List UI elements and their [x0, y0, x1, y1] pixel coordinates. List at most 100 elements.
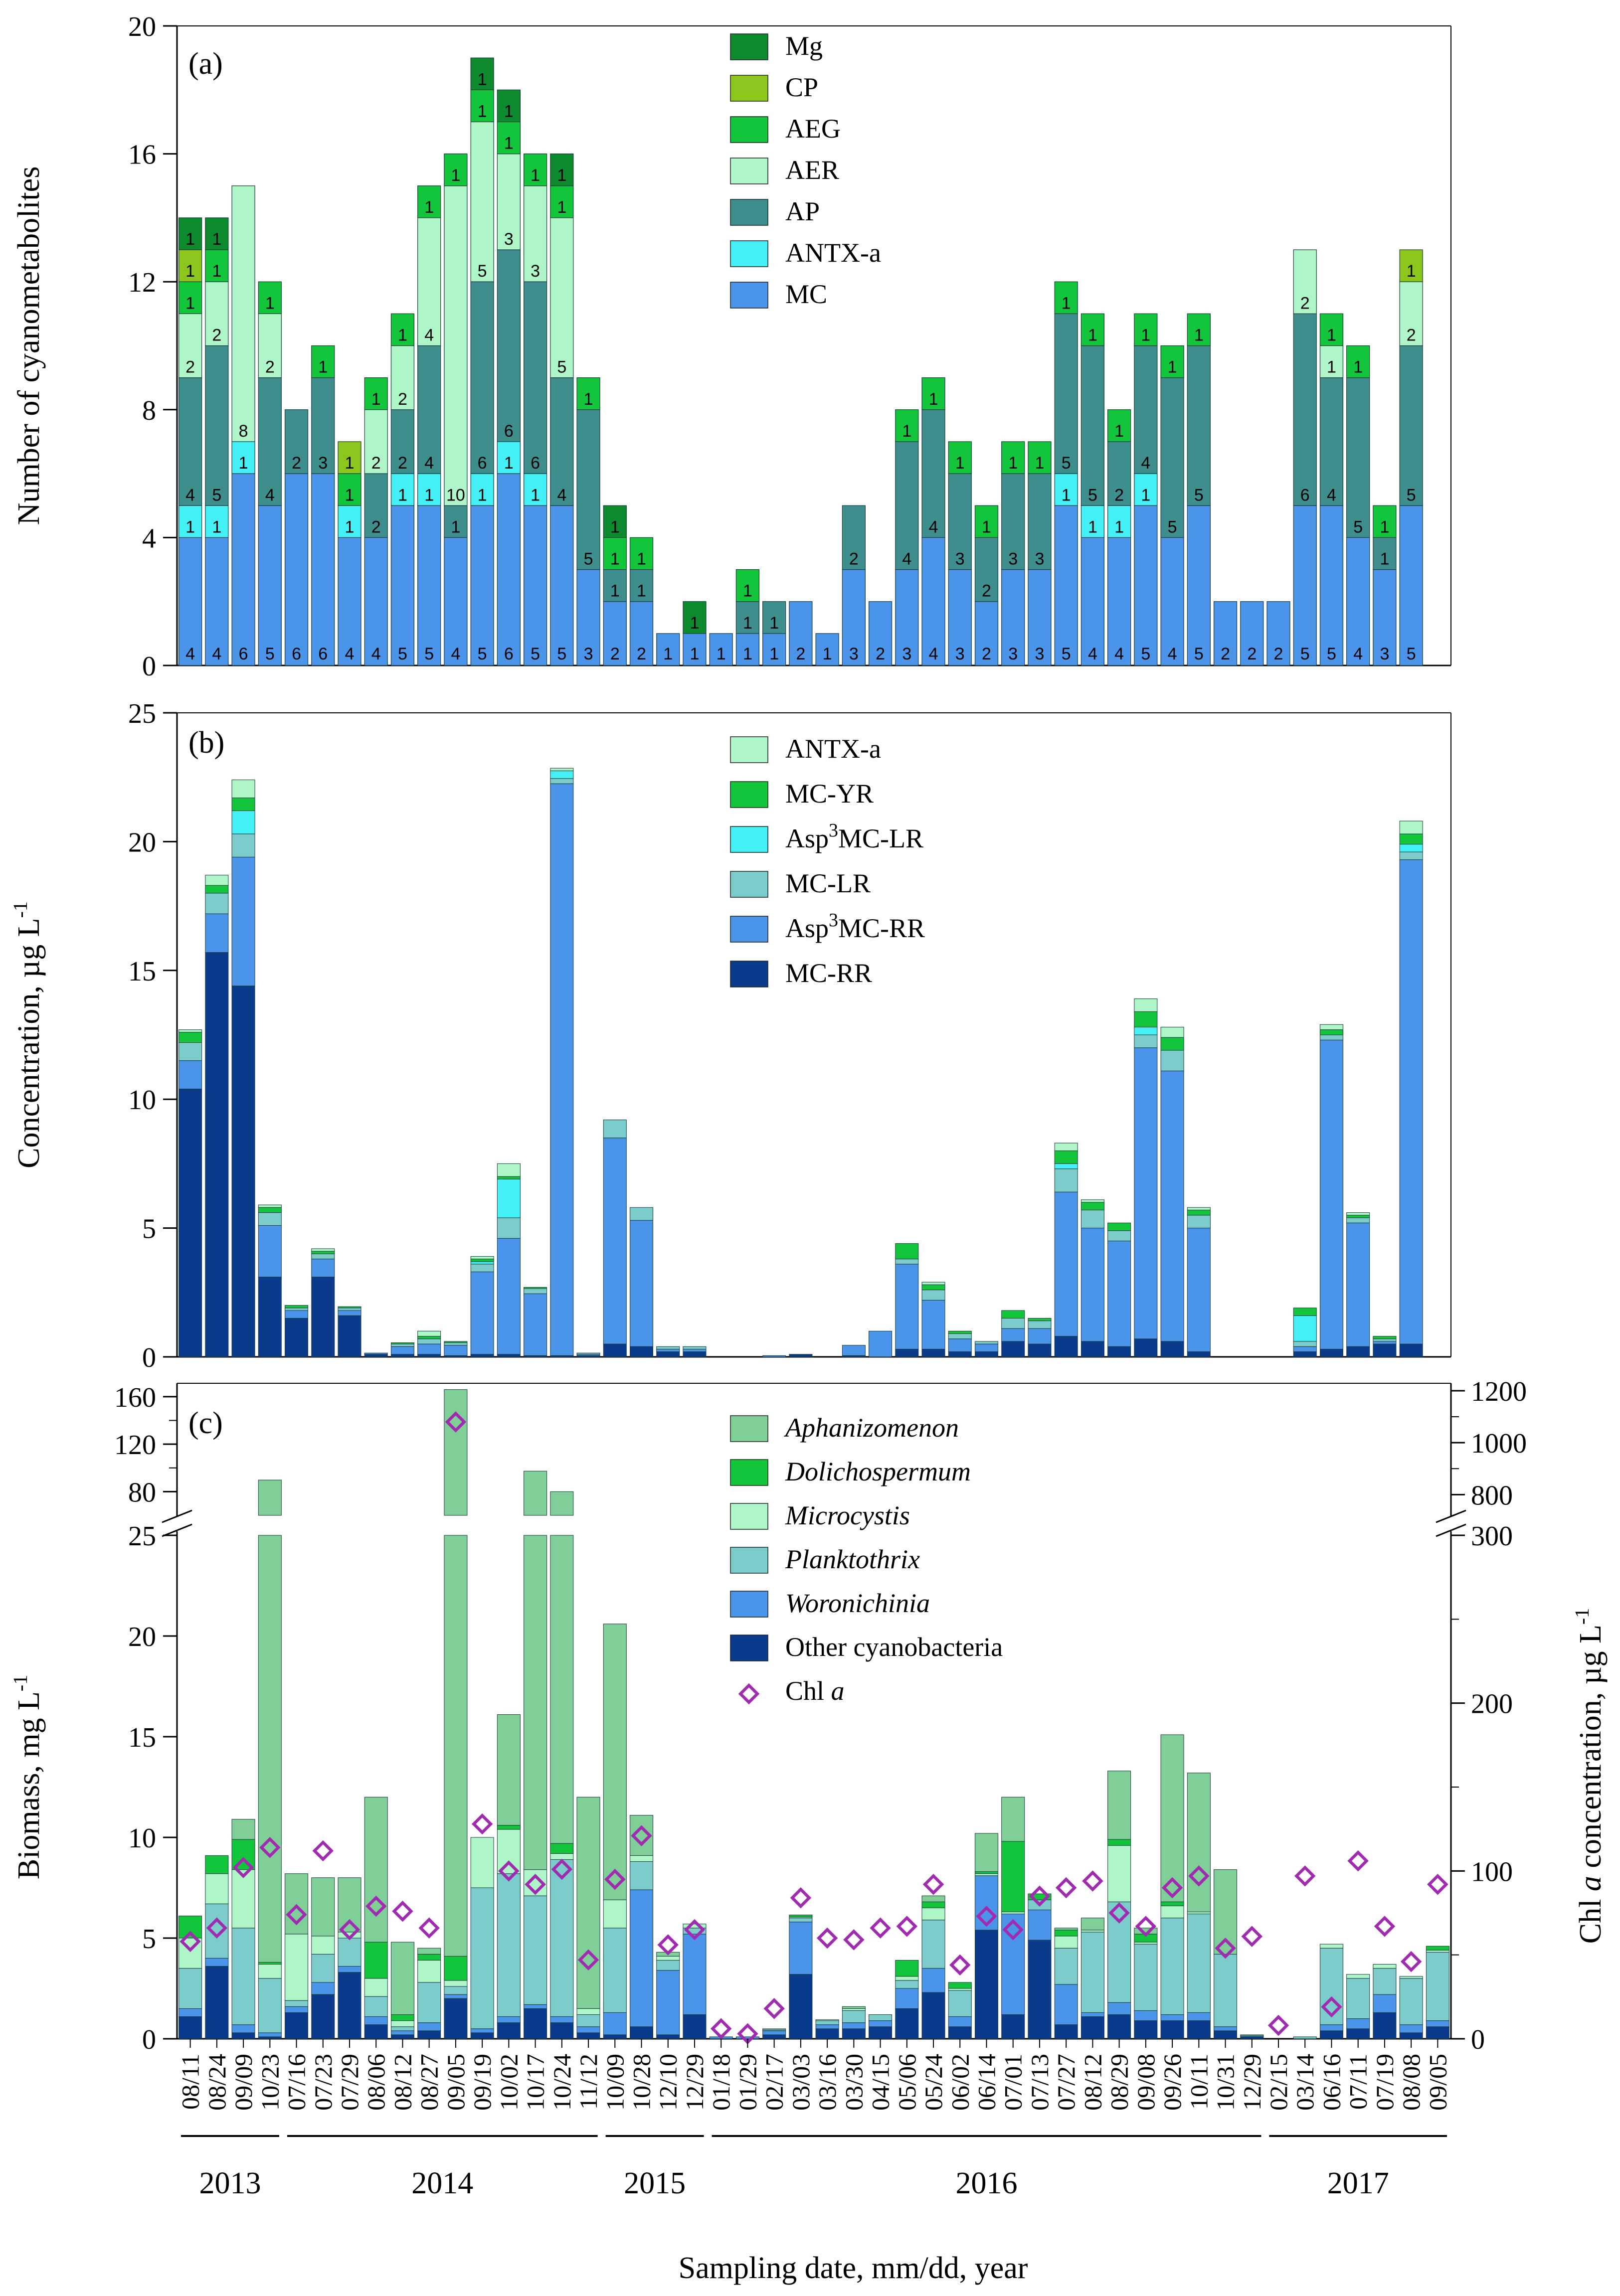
bar-segment-planktothrix [948, 1990, 972, 2017]
bar-segment-mc-lr [656, 1346, 680, 1349]
date-tick-label: 06/02 [946, 2054, 974, 2111]
bar-segment-mc-yr [895, 1243, 919, 1260]
bar-segment-microcystis [1346, 1974, 1370, 1979]
bar-segment-aeg [497, 121, 521, 155]
bar-segment-planktothrix [258, 1978, 282, 2033]
bar-segment-other-cyanobacteria [1346, 2028, 1370, 2039]
panel-c-label: (c) [188, 1406, 223, 1440]
panel-c-legend-swatch [730, 1547, 768, 1574]
bar-segment-mc-yr [1319, 1029, 1343, 1035]
segment-count-label: 1 [584, 390, 593, 409]
bar-segment-mc-lr [948, 1333, 972, 1339]
bar-segment-asp3mc-rr [921, 1300, 945, 1349]
chl-a-point [1002, 1919, 1024, 1941]
segment-count-label: 5 [531, 645, 540, 663]
panel-b-legend-label: ANTX-a [785, 734, 881, 764]
segment-count-label: 5 [1353, 517, 1363, 536]
bar-segment-mg [470, 57, 494, 90]
segment-count-label: 1 [690, 614, 700, 633]
bar-segment-other-cyanobacteria [390, 2034, 414, 2039]
segment-count-label: 3 [1008, 645, 1018, 663]
panel-a-legend-label: ANTX-a [785, 238, 881, 268]
bar-segment-asp3mc-lr [550, 770, 574, 779]
bar-segment-dolichospermum [258, 1962, 282, 1965]
bar-segment-planktothrix [789, 1918, 813, 1923]
segment-count-label: 1 [398, 326, 407, 345]
segment-count-label: 1 [1141, 486, 1150, 504]
chl-a-point [1427, 1874, 1448, 1895]
bar-segment-mc-lr [1001, 1317, 1025, 1329]
bar-segment-antx-a [1319, 1024, 1343, 1030]
bar-segment-aeg [1319, 313, 1344, 346]
bar-segment-microcystis [390, 2020, 414, 2027]
year-label: 2013 [199, 2166, 261, 2200]
bar-segment-woronichinia [656, 1970, 680, 2035]
panel-a-legend-label: CP [785, 72, 818, 102]
panel-a-y-tick-label: 20 [128, 11, 156, 42]
bar-segment-mc-yr [524, 1287, 547, 1289]
bar-segment-aeg [1080, 313, 1105, 346]
bar-segment-antx-a [1346, 1212, 1370, 1216]
bar-segment-microcystis [1054, 1936, 1078, 1949]
segment-count-label: 5 [212, 486, 221, 504]
bar-segment-aeg [1134, 313, 1158, 346]
bar-segment-aer [470, 121, 494, 282]
bar-segment-antx-a [231, 779, 255, 799]
bar-segment-mc-yr [1373, 1336, 1397, 1339]
segment-count-label: 6 [478, 454, 487, 473]
bar-segment-aeg [311, 345, 335, 378]
bar-segment-mc [603, 601, 627, 666]
segment-count-label: 5 [424, 645, 434, 663]
bar-segment-aeg [1054, 281, 1078, 314]
bar-segment-ap [550, 377, 574, 506]
bar-segment-planktothrix [179, 1968, 202, 2009]
bar-segment-asp3mc-rr [1028, 1328, 1052, 1344]
bar-segment-planktothrix [1214, 1954, 1238, 2027]
segment-count-label: 5 [557, 358, 566, 377]
bar-segment-microcystis [1160, 1905, 1184, 1919]
bar-segment-mc-yr [1399, 833, 1423, 845]
date-tick-label: 08/24 [203, 2054, 231, 2111]
bar-segment-mc [576, 569, 600, 666]
segment-count-label: 8 [239, 422, 248, 441]
segment-count-label: 1 [823, 645, 832, 663]
bar-segment-asp3mc-rr [390, 1346, 414, 1355]
panel-a-y-tick-label: 8 [142, 395, 156, 426]
bar-segment-aphanizomenon [576, 1797, 600, 2009]
date-tick-label: 09/09 [229, 2054, 257, 2111]
chl-a-point [922, 1874, 944, 1895]
segment-count-label: 4 [1088, 645, 1097, 663]
segment-count-label: 1 [504, 102, 514, 121]
chl-a-point [1029, 1885, 1051, 1907]
date-tick-label: 07/27 [1052, 2054, 1080, 2111]
bar-segment-mc [258, 505, 282, 666]
bar-segment-planktothrix [1399, 1978, 1423, 2025]
bar-segment-aer [550, 217, 574, 378]
bar-segment-other-cyanobacteria [1240, 2036, 1264, 2039]
segment-count-label: 1 [371, 390, 381, 409]
bar-segment-mc [1266, 601, 1290, 666]
chl-a-point [259, 1836, 281, 1858]
bar-segment-woronichinia [1107, 2002, 1131, 2015]
segment-count-label: 4 [1141, 454, 1150, 473]
segment-count-label: 1 [982, 517, 991, 536]
date-axis: 08/1108/2409/0910/2307/1607/2307/2908/06… [177, 2039, 1451, 2200]
bar-segment-mc-lr [524, 1288, 547, 1294]
bar-segment-woronichinia [1028, 1909, 1052, 1941]
chl-a-point [312, 1840, 334, 1862]
panel-b-legend-label: MC-RR [785, 958, 872, 988]
bar-segment-woronichinia [1080, 2012, 1104, 2017]
bar-segment-cp [1399, 249, 1423, 282]
bar-segment-mc-rr [1028, 1343, 1052, 1357]
segment-count-label: 6 [239, 645, 248, 663]
segment-count-label: 1 [345, 486, 355, 504]
bar-segment-other-cyanobacteria [311, 1994, 335, 2039]
bar-segment-mc-rr [231, 985, 255, 1357]
bar-segment-mc-rr [364, 1354, 388, 1357]
bar-segment-mc [1373, 569, 1397, 666]
bar-segment-woronichinia [842, 2022, 866, 2029]
panel-a-y-tick-label: 4 [142, 523, 156, 554]
panel-b-legend-swatch [730, 736, 768, 763]
bar-segment-aeg [550, 185, 574, 218]
